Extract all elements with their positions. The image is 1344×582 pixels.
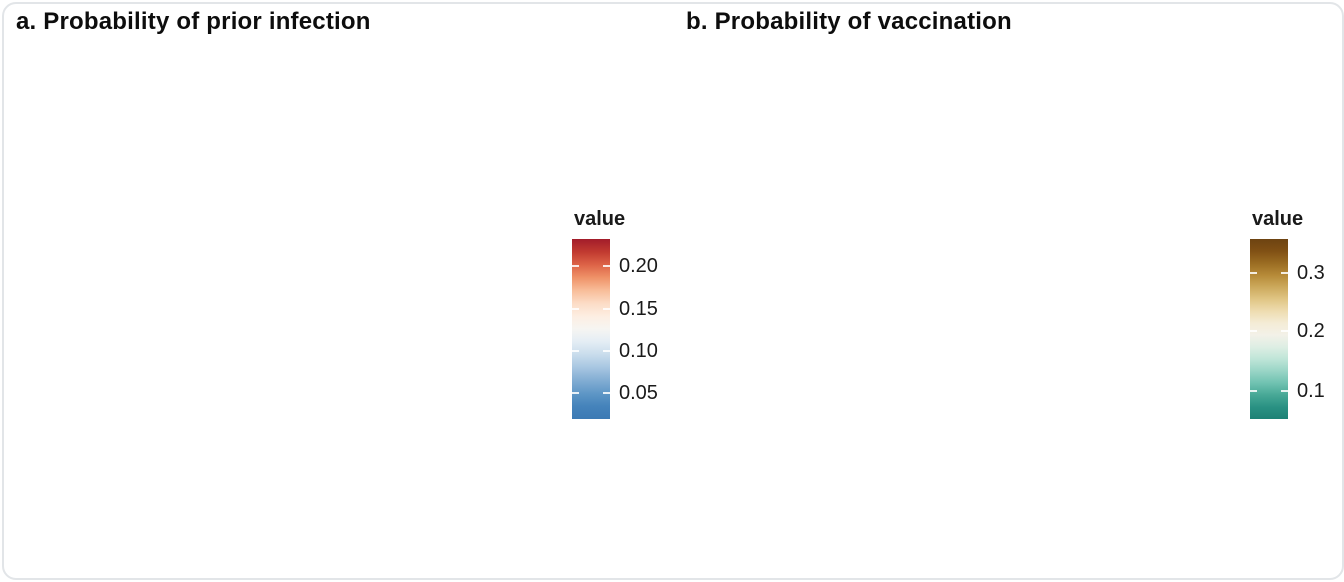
- panel-prior-infection: a. Probability of prior infection: [4, 4, 670, 578]
- colorbar-wrap: 0.20 0.15 0.10 0.05: [572, 239, 682, 419]
- legend-tick-label: 0.05: [619, 382, 658, 405]
- legend-vaccination: value 0.3 0.2 0.1: [1250, 208, 1342, 419]
- legend-colorbar: [1250, 239, 1288, 419]
- legend-tick-mark: [1281, 272, 1288, 275]
- legend-tick-mark: [603, 265, 610, 267]
- legend-tick-mark: [603, 308, 610, 311]
- panel-vaccination: b. Probability of vaccination: [674, 4, 1340, 578]
- legend-tick-mark: [1250, 329, 1257, 332]
- legend-tick-mark: [1250, 272, 1257, 275]
- choropleth-map-vaccination: [678, 60, 1234, 578]
- choropleth-map-prior-infection: [8, 60, 564, 578]
- legend-tick-mark: [603, 349, 610, 352]
- legend-title: value: [574, 208, 626, 230]
- legend-tick-mark: [572, 265, 579, 267]
- legend-title: value: [1252, 208, 1304, 230]
- colorbar-wrap: 0.3 0.2 0.1: [1250, 239, 1342, 419]
- legend-tick-label: 0.20: [619, 255, 658, 277]
- legend-tick-mark: [572, 349, 579, 352]
- legend-tick-mark: [1281, 329, 1288, 332]
- legend-tick-label: 0.1: [1297, 379, 1325, 402]
- legend-tick-label: 0.10: [619, 339, 658, 362]
- legend-tick-mark: [603, 392, 610, 395]
- panel-b-title: b. Probability of vaccination: [686, 8, 1012, 35]
- legend-prior-infection: value 0.20 0.15 0.10 0.05: [572, 208, 682, 419]
- legend-tick-label: 0.3: [1297, 262, 1325, 285]
- legend-tick-mark: [1281, 389, 1288, 392]
- legend-tick-mark: [572, 392, 579, 395]
- legend-tick-label: 0.15: [619, 298, 658, 321]
- legend-tick-label: 0.2: [1297, 319, 1325, 342]
- legend-tick-mark: [572, 308, 579, 311]
- legend-colorbar: [572, 239, 610, 419]
- legend-tick-mark: [1250, 389, 1257, 392]
- panel-a-title: a. Probability of prior infection: [16, 8, 371, 35]
